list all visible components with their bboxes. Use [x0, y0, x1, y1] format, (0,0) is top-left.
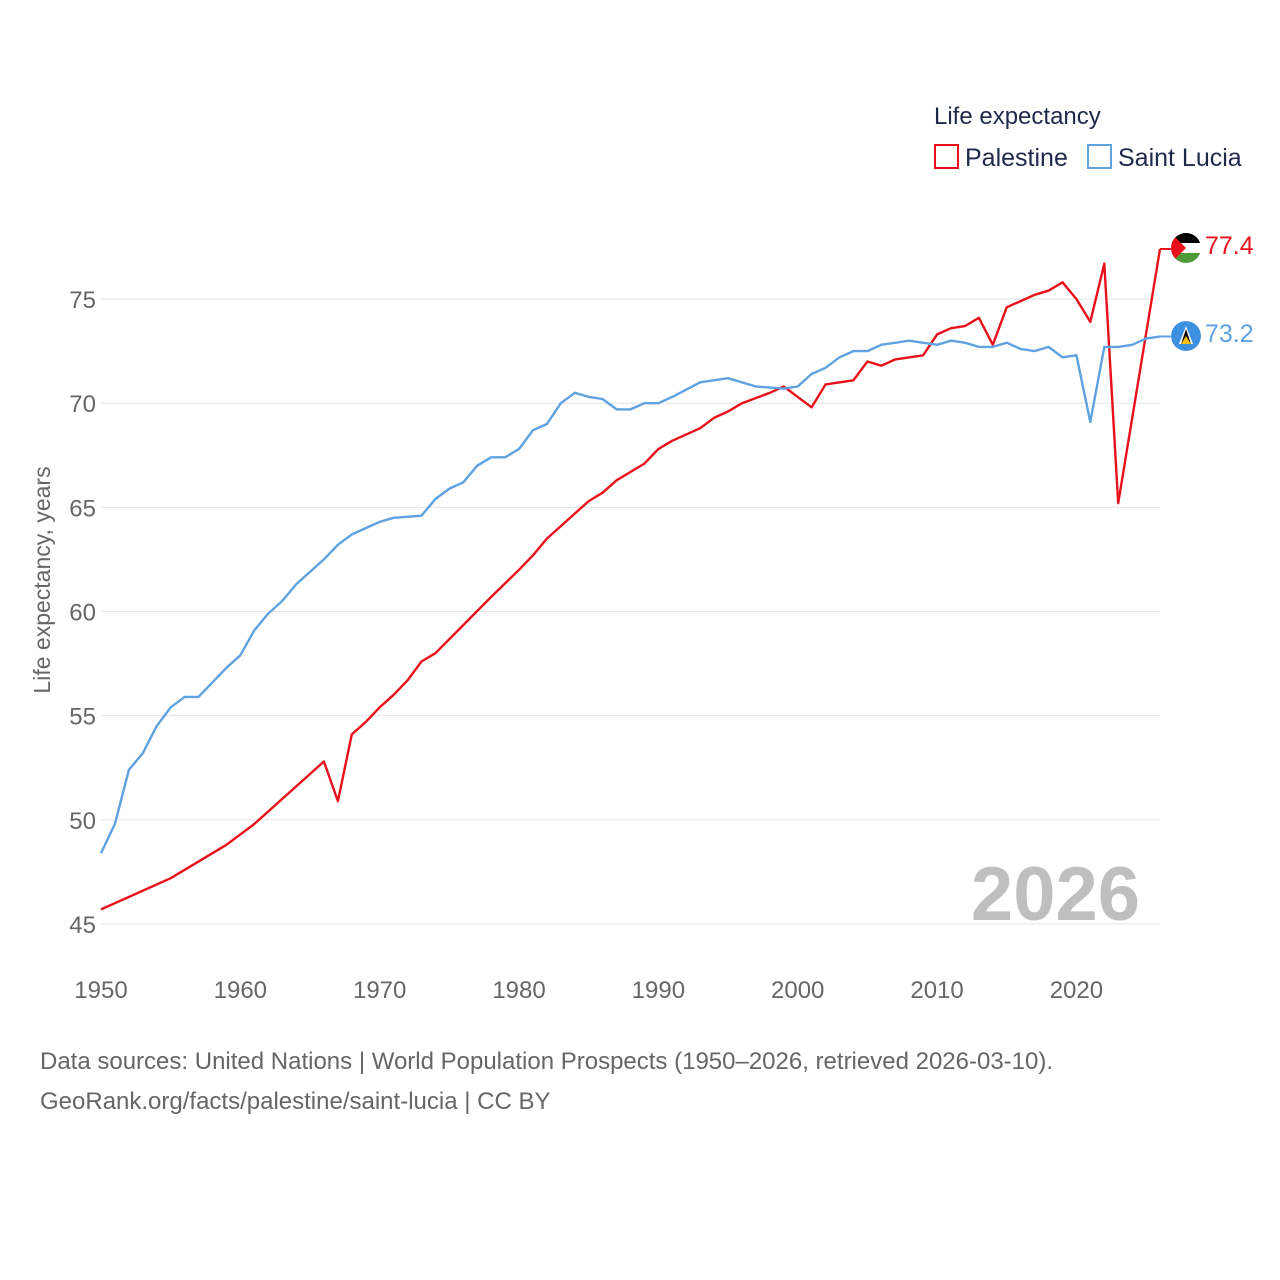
credit-link[interactable]: GeoRank.org/facts/palestine/saint-lucia …: [40, 1088, 551, 1115]
x-axis: 1950 1960 1970 1980 1990 2000 2010 2020: [74, 977, 1103, 1004]
y-tick-label: 55: [69, 704, 96, 731]
y-tick-label: 75: [69, 287, 96, 314]
end-marker-saint-lucia: 73.2: [1171, 320, 1254, 351]
x-tick-label: 1990: [632, 977, 685, 1004]
y-tick-label: 65: [69, 495, 96, 522]
legend-label-saint-lucia: Saint Lucia: [1118, 144, 1242, 172]
grid: [101, 298, 1160, 925]
footer: Data sources: United Nations | World Pop…: [40, 1042, 1260, 1122]
legend-item-saint-lucia[interactable]: Saint Lucia: [1087, 144, 1242, 172]
series-lines: [99, 248, 1171, 911]
x-tick-label: 1970: [353, 977, 406, 1004]
x-tick-label: 2020: [1050, 977, 1103, 1004]
y-tick-label: 45: [69, 912, 96, 939]
data-sources: Data sources: United Nations | World Pop…: [40, 1048, 1054, 1075]
y-tick-label: 50: [69, 808, 96, 835]
saint-lucia-flag-icon: [1171, 321, 1201, 351]
legend-item-palestine[interactable]: Palestine: [934, 144, 1068, 172]
palestine-flag-icon: [1171, 233, 1201, 263]
year-watermark: 2026: [971, 852, 1140, 937]
series-line-saint-lucia[interactable]: [99, 335, 1161, 854]
x-tick-label: 2000: [771, 977, 824, 1004]
x-tick-label: 2010: [910, 977, 963, 1004]
y-axis-label: Life expectancy, years: [29, 466, 55, 693]
legend-swatch-saint-lucia: [1087, 144, 1112, 169]
life-expectancy-chart: 45 50 55 60 65 70 75 1950 1960 1970 1980 1990 2000 2…: [29, 103, 1254, 1004]
y-tick-label: 70: [69, 391, 96, 418]
legend-swatch-palestine: [934, 144, 959, 169]
y-axis: 45 50 55 60 65 70 75: [69, 287, 96, 939]
x-tick-label: 1980: [492, 977, 545, 1004]
series-line-palestine[interactable]: [100, 248, 1162, 911]
legend-label-palestine: Palestine: [965, 144, 1068, 172]
legend: Life expectancy Palestine Saint Lucia: [934, 103, 1242, 172]
x-tick-label: 1960: [214, 977, 267, 1004]
x-tick-label: 1950: [74, 977, 127, 1004]
legend-title: Life expectancy: [934, 103, 1101, 130]
end-value-palestine: 77.4: [1205, 232, 1254, 260]
end-marker-palestine: 77.4: [1171, 232, 1254, 263]
y-tick-label: 60: [69, 600, 96, 627]
end-value-saint-lucia: 73.2: [1205, 320, 1254, 348]
